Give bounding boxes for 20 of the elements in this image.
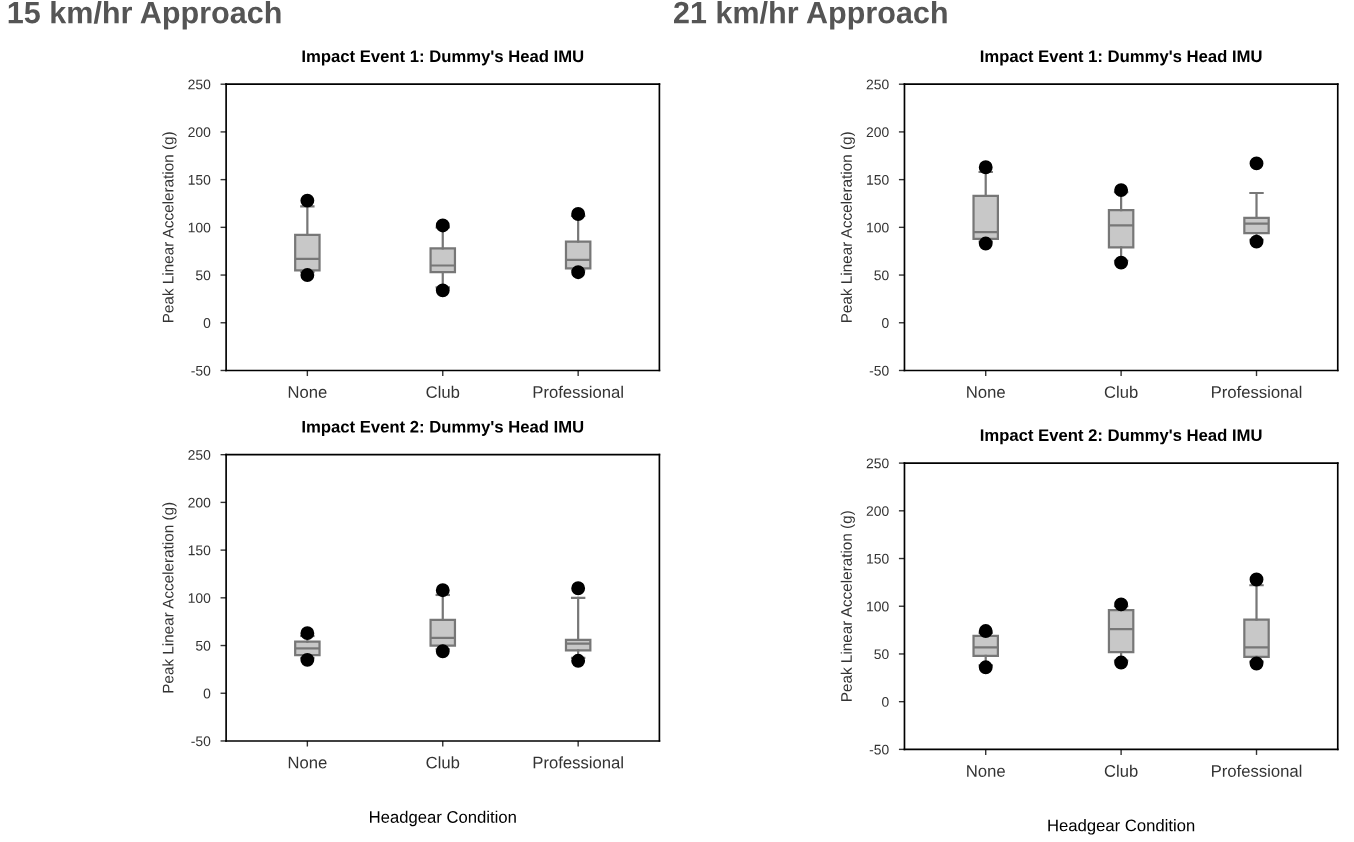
x-tick-label: Club: [426, 756, 460, 769]
chart-title: Impact Event 1: Dummy's Head IMU: [980, 49, 1262, 66]
x-tick-label: Professional: [1212, 764, 1302, 777]
x-tick-label: None: [967, 386, 1005, 398]
x-tick-label: None: [288, 756, 327, 769]
x-tick-label: Professional: [1212, 385, 1302, 398]
chart-title: Impact Event 1: Dummy's Head IMU: [302, 49, 584, 66]
x-tick-label: None: [967, 765, 1005, 777]
chart-title: Impact Event 2: Dummy's Head IMU: [980, 428, 1262, 445]
x-tick-label: Club: [1104, 764, 1138, 777]
x-axis-title: Headgear Condition: [1048, 819, 1195, 835]
chart-title: Impact Event 2: Dummy's Head IMU: [302, 420, 584, 436]
x-tick-label: Club: [426, 385, 460, 398]
text: 21 km/hr Approach: [674, 0, 947, 30]
x-axis-title: Headgear Condition: [370, 810, 516, 827]
text: 15 km/hr Approach: [8, 0, 281, 30]
x-tick-label: None: [288, 386, 327, 398]
x-tick-label: Professional: [533, 756, 623, 769]
x-tick-label: Club: [1104, 385, 1138, 398]
x-tick-label: Professional: [533, 385, 623, 398]
